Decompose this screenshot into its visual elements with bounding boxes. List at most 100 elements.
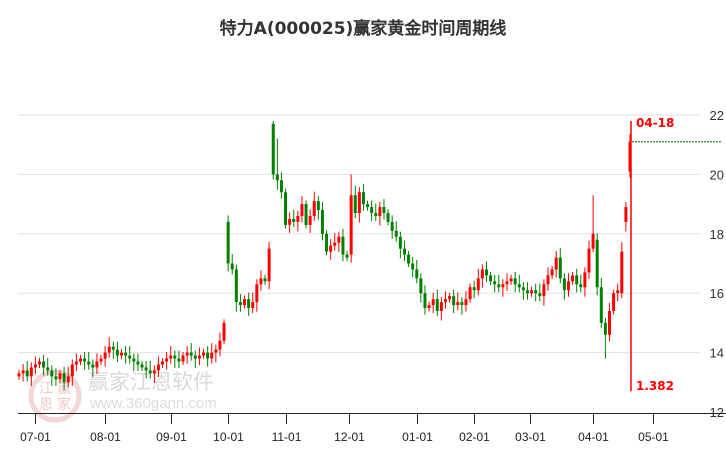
candle-down xyxy=(173,355,177,359)
candle-down xyxy=(226,221,230,264)
candle-up xyxy=(607,311,611,335)
candle-up xyxy=(480,269,484,279)
y-tick-label: 16 xyxy=(710,286,724,301)
x-tick-label: 05-01 xyxy=(638,430,669,444)
candle-down xyxy=(177,358,181,362)
candle-down xyxy=(325,233,329,252)
candle-up xyxy=(427,305,431,309)
candle-down xyxy=(238,302,242,306)
candle-up xyxy=(296,215,300,222)
candle-up xyxy=(448,296,452,300)
y-tick-label: 18 xyxy=(710,227,724,242)
candle-down xyxy=(595,239,599,288)
candle-up xyxy=(509,278,513,282)
candle-down xyxy=(25,370,29,377)
candle-up xyxy=(161,361,165,365)
candle-down xyxy=(42,361,46,368)
candle-down xyxy=(189,352,193,356)
candle-up xyxy=(616,290,620,294)
candle-up xyxy=(74,361,78,365)
candle-up xyxy=(21,370,25,374)
candle-up xyxy=(243,299,247,306)
candle-up xyxy=(99,358,103,362)
candle-up xyxy=(210,352,214,359)
candle-down xyxy=(275,174,279,181)
candle-up xyxy=(464,299,468,306)
watermark-seal-char: 恩 xyxy=(39,396,53,412)
candle-up xyxy=(38,361,42,365)
candle-up xyxy=(357,192,361,214)
x-tick-label: 01-01 xyxy=(402,430,433,444)
chart-title: 特力A(000025)赢家黄金时间周期线 xyxy=(219,19,507,39)
candle-down xyxy=(247,299,251,309)
candle-down xyxy=(320,210,324,234)
candle-down xyxy=(374,213,378,216)
candle-down xyxy=(493,281,497,285)
candle-down xyxy=(234,269,238,303)
candle-down xyxy=(54,376,58,380)
watermark-url: www.360gann.com xyxy=(89,395,217,412)
candle-up xyxy=(255,284,259,303)
candle-up xyxy=(185,352,189,356)
candle-down xyxy=(132,358,136,362)
candle-down xyxy=(460,302,464,306)
candle-down xyxy=(230,263,234,270)
candle-down xyxy=(382,207,386,214)
candle-down xyxy=(345,254,349,258)
candle-down xyxy=(111,346,115,350)
candle-up xyxy=(267,248,271,282)
candle-down xyxy=(284,192,288,225)
candle-up xyxy=(95,361,99,368)
candle-up xyxy=(107,346,111,353)
candle-up xyxy=(624,207,628,222)
candle-up xyxy=(308,215,312,225)
candle-down xyxy=(398,236,402,249)
y-tick-label: 20 xyxy=(710,167,724,182)
x-tick-label: 10-01 xyxy=(213,430,244,444)
candle-up xyxy=(542,284,546,297)
x-tick-label: 03-01 xyxy=(515,430,546,444)
candle-down xyxy=(538,293,542,297)
candle-down xyxy=(279,180,283,193)
candle-up xyxy=(181,355,185,362)
candle-up xyxy=(329,245,333,252)
candle-down xyxy=(534,290,538,294)
candle-down xyxy=(341,236,345,255)
candle-down xyxy=(419,278,423,294)
candle-down xyxy=(517,284,521,288)
candle-up xyxy=(197,355,201,359)
candle-down xyxy=(124,352,128,356)
candle-up xyxy=(312,201,316,216)
candle-down xyxy=(193,355,197,359)
candle-up xyxy=(620,251,624,294)
y-tick-label: 22 xyxy=(710,108,724,123)
watermark-seal-char: 江 xyxy=(39,380,53,396)
y-tick-label: 14 xyxy=(710,346,724,361)
candle-up xyxy=(17,373,21,377)
candle-down xyxy=(46,367,50,371)
candle-up xyxy=(571,275,575,282)
candle-down xyxy=(353,195,357,214)
x-tick-label: 04-01 xyxy=(578,430,609,444)
candle-up xyxy=(156,364,160,371)
candle-up xyxy=(165,358,169,362)
candle-up xyxy=(33,364,37,368)
candle-down xyxy=(575,275,579,285)
x-tick-label: 02-01 xyxy=(459,430,490,444)
candle-up xyxy=(546,275,550,285)
candle-down xyxy=(140,364,144,368)
candle-up xyxy=(505,281,509,285)
candle-up xyxy=(152,370,156,374)
candle-down xyxy=(370,207,374,214)
candle-down xyxy=(423,293,427,309)
candle-down xyxy=(128,355,132,359)
candle-up xyxy=(587,248,591,273)
candle-up xyxy=(70,364,74,377)
candle-down xyxy=(271,123,275,175)
candle-down xyxy=(452,296,456,306)
candle-down xyxy=(407,254,411,264)
candle-up xyxy=(259,278,263,285)
candle-up xyxy=(612,293,616,312)
candle-down xyxy=(50,370,54,377)
